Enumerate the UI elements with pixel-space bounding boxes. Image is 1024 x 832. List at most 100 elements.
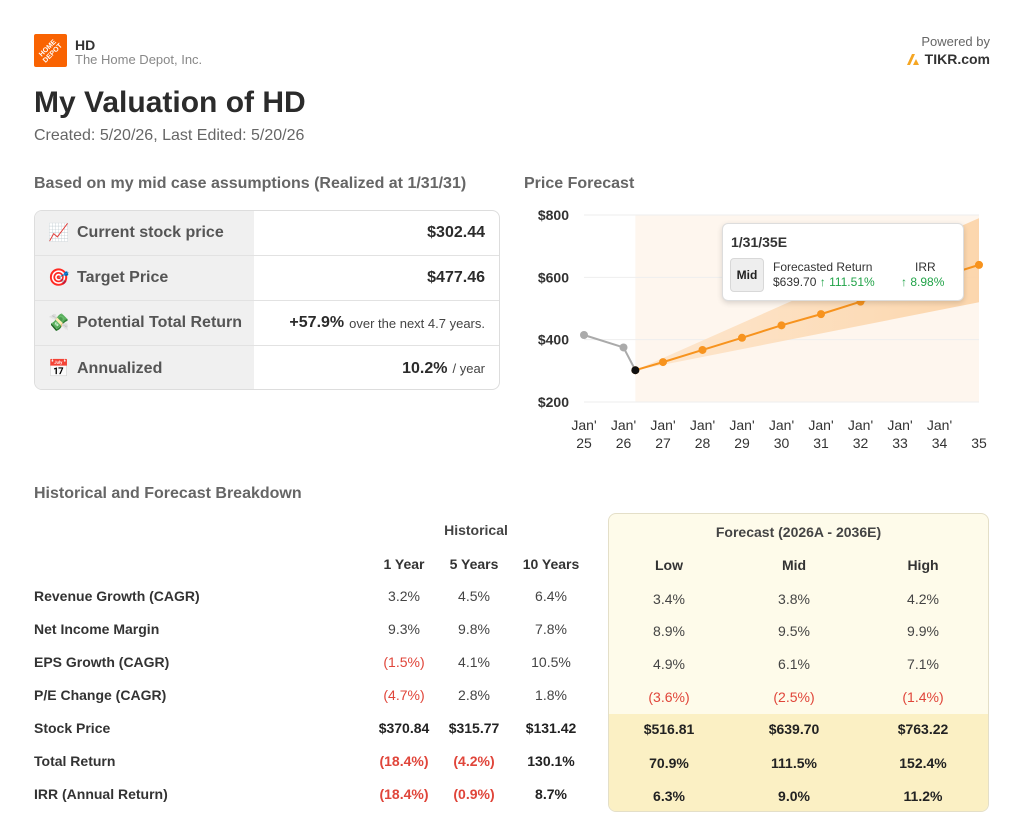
table-cell: 152.4%	[899, 755, 947, 771]
tooltip-forecast-value: $639.70 ↑ 111.51%	[773, 275, 875, 289]
x-tick-label: Jan'	[650, 417, 675, 433]
summary-heading: Based on my mid case assumptions (Realiz…	[34, 175, 467, 192]
table-cell: $370.84	[378, 720, 430, 736]
table-cell: 6.1%	[778, 656, 810, 672]
table-cell: (1.4%)	[902, 689, 944, 705]
summary-value: $302.44	[427, 224, 485, 241]
table-cell: $639.70	[768, 721, 820, 737]
column-header: Low	[655, 557, 683, 573]
table-cell: 7.1%	[907, 656, 939, 672]
x-tick-label: Jan'	[769, 417, 794, 433]
forecast-highlight-band	[609, 714, 988, 811]
table-cell: 3.2%	[388, 588, 420, 604]
column-header: 10 Years	[522, 556, 580, 572]
home-depot-logo: HOME DEPOT	[34, 34, 67, 67]
tooltip-irr-label: IRR	[915, 260, 936, 274]
historical-series-line	[583, 334, 637, 371]
forecast-point	[975, 260, 983, 269]
table-cell: 130.1%	[527, 753, 575, 769]
forecast-panel	[608, 513, 989, 812]
table-cell: 2.8%	[458, 687, 490, 703]
y-tick-label: $400	[538, 332, 569, 348]
forecast-point	[777, 321, 786, 330]
tooltip-case-badge: Mid	[730, 258, 764, 292]
summary-card: 📈 Current stock price $302.44 🎯 Target Pri…	[34, 210, 500, 390]
row-label: EPS Growth (CAGR)	[34, 654, 170, 670]
page-subtitle: Created: 5/20/26, Last Edited: 5/20/26	[34, 127, 305, 144]
table-cell: 6.3%	[653, 788, 685, 804]
table-cell: 4.2%	[907, 591, 939, 607]
table-cell: 4.1%	[458, 654, 490, 670]
summary-row-annualized: 📅 Annualized 10.2% / year	[35, 346, 499, 389]
row-label: Stock Price	[34, 720, 111, 736]
table-cell: 10.5%	[531, 654, 571, 670]
x-tick-label: 31	[813, 435, 829, 451]
row-label: P/E Change (CAGR)	[34, 687, 167, 703]
page-title: My Valuation of HD	[34, 86, 306, 119]
x-tick-label: Jan'	[611, 417, 636, 433]
table-cell: 9.5%	[778, 623, 810, 639]
tikr-logo-icon	[906, 53, 919, 65]
table-cell: (18.4%)	[379, 786, 429, 802]
table-cell: (18.4%)	[379, 753, 429, 769]
table-cell: (0.9%)	[453, 786, 495, 802]
table-cell: 3.4%	[653, 591, 685, 607]
x-tick-label: Jan'	[848, 417, 873, 433]
target-icon: 🎯	[48, 268, 70, 287]
summary-value: +57.9%	[289, 314, 345, 331]
tooltip-irr-value: ↑ 8.98%	[901, 275, 945, 289]
chart-title: Price Forecast	[524, 175, 635, 192]
table-cell: 70.9%	[649, 755, 689, 771]
x-tick-label: Jan'	[729, 417, 754, 433]
x-tick-label: Jan'	[690, 417, 715, 433]
table-cell: (1.5%)	[383, 654, 425, 670]
x-tick-label: 30	[774, 435, 790, 451]
table-cell: 8.7%	[535, 786, 567, 802]
table-cell: (4.2%)	[453, 753, 495, 769]
historical-point	[580, 330, 588, 339]
table-cell: $131.42	[525, 720, 577, 736]
column-header: High	[907, 557, 939, 573]
table-cell: 9.0%	[778, 788, 810, 804]
forecast-point	[817, 310, 825, 319]
summary-label: Current stock price	[77, 224, 224, 241]
table-cell: 4.5%	[458, 588, 490, 604]
table-cell: 1.8%	[535, 687, 567, 703]
column-header: 1 Year	[383, 556, 425, 572]
forecast-point	[698, 345, 707, 354]
table-cell: 6.4%	[535, 588, 567, 604]
money-icon: 💸	[48, 313, 70, 332]
tikr-brand-label: TIKR.com	[924, 51, 990, 67]
x-tick-label: Jan'	[808, 417, 833, 433]
column-header: Mid	[781, 557, 807, 573]
row-label: Net Income Margin	[34, 621, 160, 637]
table-cell: $516.81	[643, 721, 695, 737]
row-label: IRR (Annual Return)	[34, 786, 168, 802]
summary-row-current-price: 📈 Current stock price $302.44	[35, 211, 499, 256]
x-tick-label: 25	[576, 435, 592, 451]
summary-row-target-price: 🎯 Target Price $477.46	[35, 256, 499, 301]
row-label: Total Return	[34, 753, 116, 769]
x-tick-label: Jan'	[887, 417, 912, 433]
historical-point	[619, 343, 628, 352]
chart-increasing-icon: 📈	[48, 223, 70, 242]
table-cell: 9.8%	[458, 621, 490, 637]
summary-row-total-return: 💸 Potential Total Return +57.9% over the n…	[35, 301, 499, 346]
table-cell: 4.9%	[653, 656, 685, 672]
x-tick-label: Jan'	[927, 417, 952, 433]
summary-value-suffix: / year	[452, 361, 485, 376]
table-cell: 111.5%	[771, 755, 817, 771]
x-tick-label: 27	[655, 435, 671, 451]
y-tick-label: $200	[538, 394, 569, 410]
breakdown-heading: Historical and Forecast Breakdown	[34, 485, 302, 502]
powered-by-label: Powered by	[921, 34, 990, 49]
table-cell: $315.77	[448, 720, 500, 736]
tikr-brand[interactable]: TIKR.com	[906, 51, 990, 67]
table-cell: 9.3%	[388, 621, 420, 637]
table-cell: (4.7%)	[383, 687, 425, 703]
x-tick-label: 33	[892, 435, 908, 451]
summary-value: 10.2%	[402, 359, 448, 377]
table-cell: 9.9%	[907, 623, 939, 639]
table-cell: 7.8%	[535, 621, 567, 637]
summary-label: Target Price	[77, 269, 169, 286]
